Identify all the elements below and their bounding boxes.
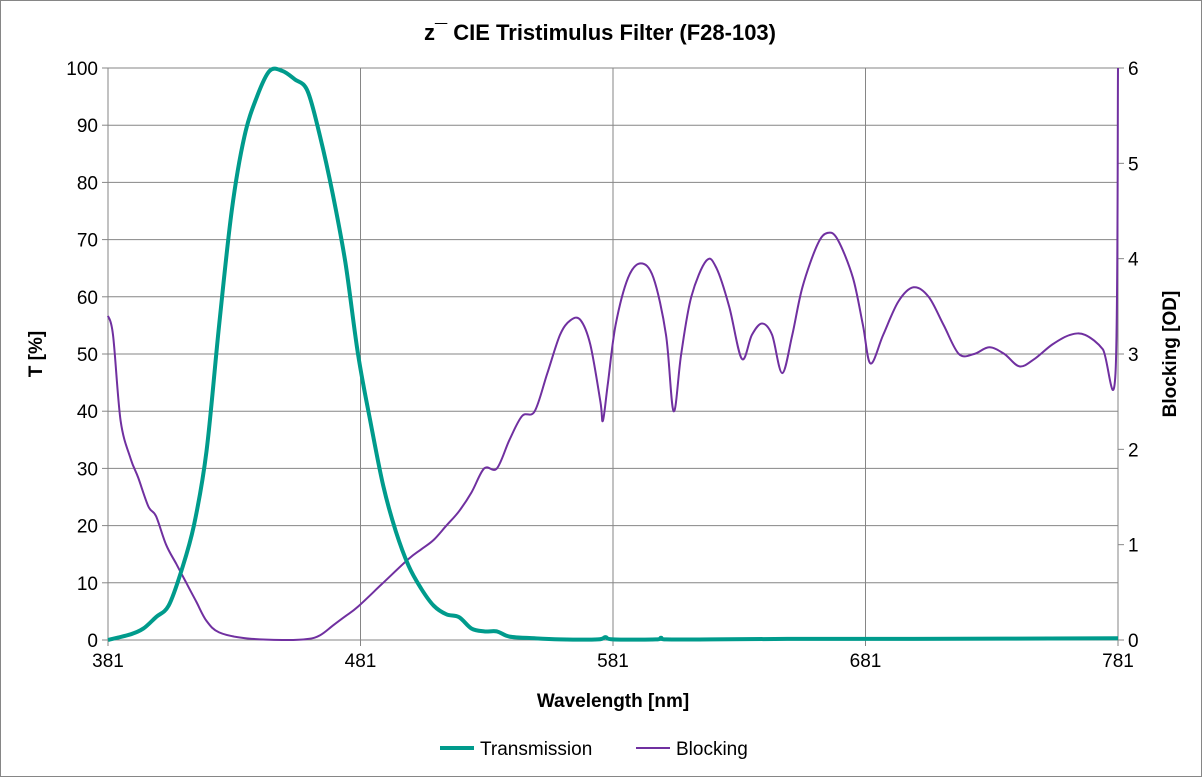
y-tick-label: 10 — [77, 574, 98, 595]
y2-tick-label: 0 — [1128, 631, 1139, 652]
x-tick-label: 781 — [1102, 651, 1134, 672]
y-tick-label: 50 — [77, 345, 98, 366]
y2-tick-label: 4 — [1128, 250, 1139, 271]
series-layer — [107, 66, 1119, 642]
y-tick-label: 80 — [77, 173, 98, 194]
y2-tick-label: 3 — [1128, 345, 1139, 366]
y2-tick-label: 1 — [1128, 536, 1139, 557]
y-tick-label: 90 — [77, 116, 98, 137]
x-tick-label: 381 — [92, 651, 124, 672]
chart-title: z¯ CIE Tristimulus Filter (F28-103) — [424, 20, 776, 45]
legend-label-blocking: Blocking — [676, 739, 748, 760]
grid — [102, 67, 1124, 646]
y-tick-label: 60 — [77, 288, 98, 309]
y-tick-label: 20 — [77, 517, 98, 538]
legend: Transmission Blocking — [440, 739, 748, 760]
y-tick-label: 0 — [87, 631, 98, 652]
x-tick-label: 581 — [597, 651, 629, 672]
series-line-transmission — [107, 66, 1119, 642]
y2-tick-label: 2 — [1128, 440, 1139, 461]
x-axis-label: Wavelength [nm] — [537, 691, 689, 712]
y-tick-label: 70 — [77, 231, 98, 252]
y-tick-label: 100 — [66, 59, 98, 80]
y-tick-label: 30 — [77, 459, 98, 480]
y2-tick-label: 5 — [1128, 154, 1139, 175]
y-tick-label: 40 — [77, 402, 98, 423]
series-line-blocking — [107, 67, 1119, 642]
y2-tick-label: 6 — [1128, 59, 1139, 80]
y2-axis-label: Blocking [OD] — [1160, 291, 1181, 418]
y-axis-label: T [%] — [26, 331, 47, 377]
x-tick-label: 481 — [345, 651, 377, 672]
legend-label-transmission: Transmission — [480, 739, 592, 760]
x-tick-label: 681 — [850, 651, 882, 672]
